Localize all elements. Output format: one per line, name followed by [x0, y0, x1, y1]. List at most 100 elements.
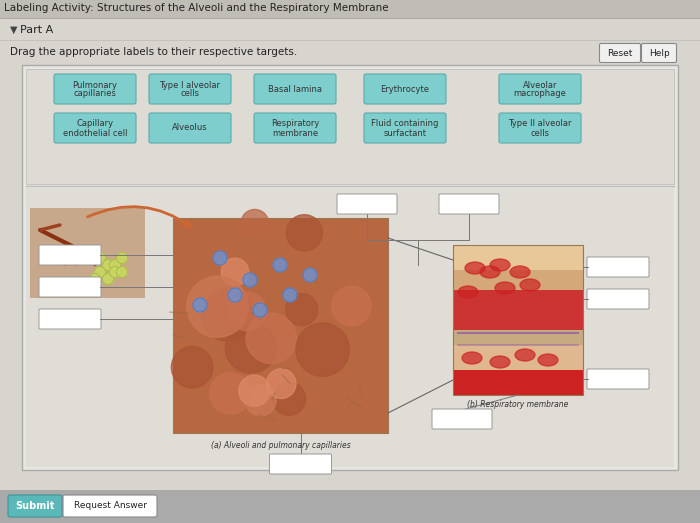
- FancyBboxPatch shape: [39, 309, 101, 329]
- Circle shape: [209, 373, 251, 414]
- Circle shape: [253, 303, 267, 317]
- FancyBboxPatch shape: [453, 270, 583, 290]
- Circle shape: [303, 268, 317, 282]
- FancyBboxPatch shape: [149, 74, 231, 104]
- FancyBboxPatch shape: [270, 454, 332, 474]
- Text: (b) Respiratory membrane: (b) Respiratory membrane: [468, 400, 568, 409]
- Text: surfactant: surfactant: [384, 129, 426, 138]
- FancyBboxPatch shape: [254, 74, 336, 104]
- Text: Drag the appropriate labels to their respective targets.: Drag the appropriate labels to their res…: [10, 47, 298, 57]
- Text: (a) Alveoli and pulmonary capillaries: (a) Alveoli and pulmonary capillaries: [211, 441, 351, 450]
- FancyBboxPatch shape: [22, 65, 678, 470]
- Circle shape: [210, 288, 248, 326]
- FancyBboxPatch shape: [0, 490, 700, 523]
- Text: macrophage: macrophage: [514, 89, 566, 98]
- FancyBboxPatch shape: [641, 43, 676, 63]
- Ellipse shape: [510, 266, 530, 278]
- Text: Labeling Activity: Structures of the Alveoli and the Respiratory Membrane: Labeling Activity: Structures of the Alv…: [4, 3, 388, 13]
- Text: ▼: ▼: [10, 25, 18, 35]
- FancyBboxPatch shape: [39, 245, 101, 265]
- FancyBboxPatch shape: [54, 113, 136, 143]
- Circle shape: [116, 253, 127, 264]
- FancyBboxPatch shape: [587, 289, 649, 309]
- FancyBboxPatch shape: [63, 495, 157, 517]
- FancyBboxPatch shape: [8, 495, 62, 517]
- Circle shape: [296, 323, 349, 377]
- Circle shape: [266, 369, 296, 399]
- Text: cells: cells: [181, 89, 199, 98]
- Circle shape: [239, 375, 270, 406]
- Text: Alveolus: Alveolus: [172, 123, 208, 132]
- FancyBboxPatch shape: [337, 194, 397, 214]
- Circle shape: [202, 290, 253, 341]
- Ellipse shape: [515, 349, 535, 361]
- FancyBboxPatch shape: [30, 208, 145, 298]
- FancyBboxPatch shape: [254, 113, 336, 143]
- Text: Reset: Reset: [608, 49, 633, 58]
- Ellipse shape: [458, 286, 478, 298]
- Text: Capillary: Capillary: [76, 119, 113, 129]
- FancyBboxPatch shape: [453, 290, 583, 330]
- Circle shape: [102, 274, 113, 285]
- Circle shape: [116, 267, 127, 278]
- Circle shape: [66, 251, 74, 259]
- Text: endothelial cell: endothelial cell: [63, 129, 127, 138]
- Text: Request Answer: Request Answer: [74, 502, 146, 510]
- FancyBboxPatch shape: [587, 257, 649, 277]
- Circle shape: [94, 267, 106, 278]
- Circle shape: [109, 259, 120, 270]
- Circle shape: [272, 382, 306, 415]
- FancyBboxPatch shape: [0, 0, 700, 18]
- Circle shape: [245, 384, 276, 416]
- Text: Respiratory: Respiratory: [271, 119, 319, 129]
- FancyBboxPatch shape: [0, 0, 700, 490]
- FancyBboxPatch shape: [364, 74, 446, 104]
- FancyBboxPatch shape: [587, 369, 649, 389]
- Text: Fluid containing: Fluid containing: [371, 119, 439, 129]
- FancyBboxPatch shape: [54, 74, 136, 104]
- FancyBboxPatch shape: [39, 277, 101, 297]
- FancyBboxPatch shape: [599, 43, 640, 63]
- FancyBboxPatch shape: [453, 345, 583, 370]
- Circle shape: [62, 259, 68, 265]
- Circle shape: [172, 347, 213, 388]
- Circle shape: [332, 286, 371, 326]
- FancyBboxPatch shape: [499, 113, 581, 143]
- Circle shape: [94, 253, 106, 264]
- Text: membrane: membrane: [272, 129, 318, 138]
- FancyBboxPatch shape: [173, 218, 388, 433]
- Ellipse shape: [480, 266, 500, 278]
- Circle shape: [241, 209, 269, 237]
- Circle shape: [213, 251, 227, 265]
- Ellipse shape: [465, 262, 485, 274]
- Circle shape: [187, 276, 248, 337]
- Ellipse shape: [490, 259, 510, 271]
- FancyBboxPatch shape: [364, 113, 446, 143]
- Circle shape: [228, 288, 242, 302]
- Circle shape: [286, 293, 318, 326]
- Text: Pulmonary: Pulmonary: [73, 81, 118, 89]
- FancyBboxPatch shape: [26, 69, 674, 184]
- FancyBboxPatch shape: [26, 187, 674, 467]
- Text: cells: cells: [531, 129, 550, 138]
- Circle shape: [243, 273, 257, 287]
- Circle shape: [221, 258, 248, 286]
- Text: Type II alveolar: Type II alveolar: [508, 119, 572, 129]
- Circle shape: [246, 313, 296, 363]
- FancyBboxPatch shape: [499, 74, 581, 104]
- FancyBboxPatch shape: [149, 113, 231, 143]
- Circle shape: [286, 214, 323, 251]
- Circle shape: [225, 322, 276, 373]
- Text: Submit: Submit: [15, 501, 55, 511]
- Circle shape: [193, 298, 207, 312]
- Text: capillaries: capillaries: [74, 89, 116, 98]
- Ellipse shape: [495, 282, 515, 294]
- Circle shape: [283, 288, 297, 302]
- Circle shape: [72, 259, 78, 265]
- FancyArrowPatch shape: [88, 207, 190, 226]
- Text: Help: Help: [649, 49, 669, 58]
- Circle shape: [51, 254, 59, 262]
- Text: Part A: Part A: [20, 25, 53, 35]
- Ellipse shape: [462, 352, 482, 364]
- FancyBboxPatch shape: [439, 194, 499, 214]
